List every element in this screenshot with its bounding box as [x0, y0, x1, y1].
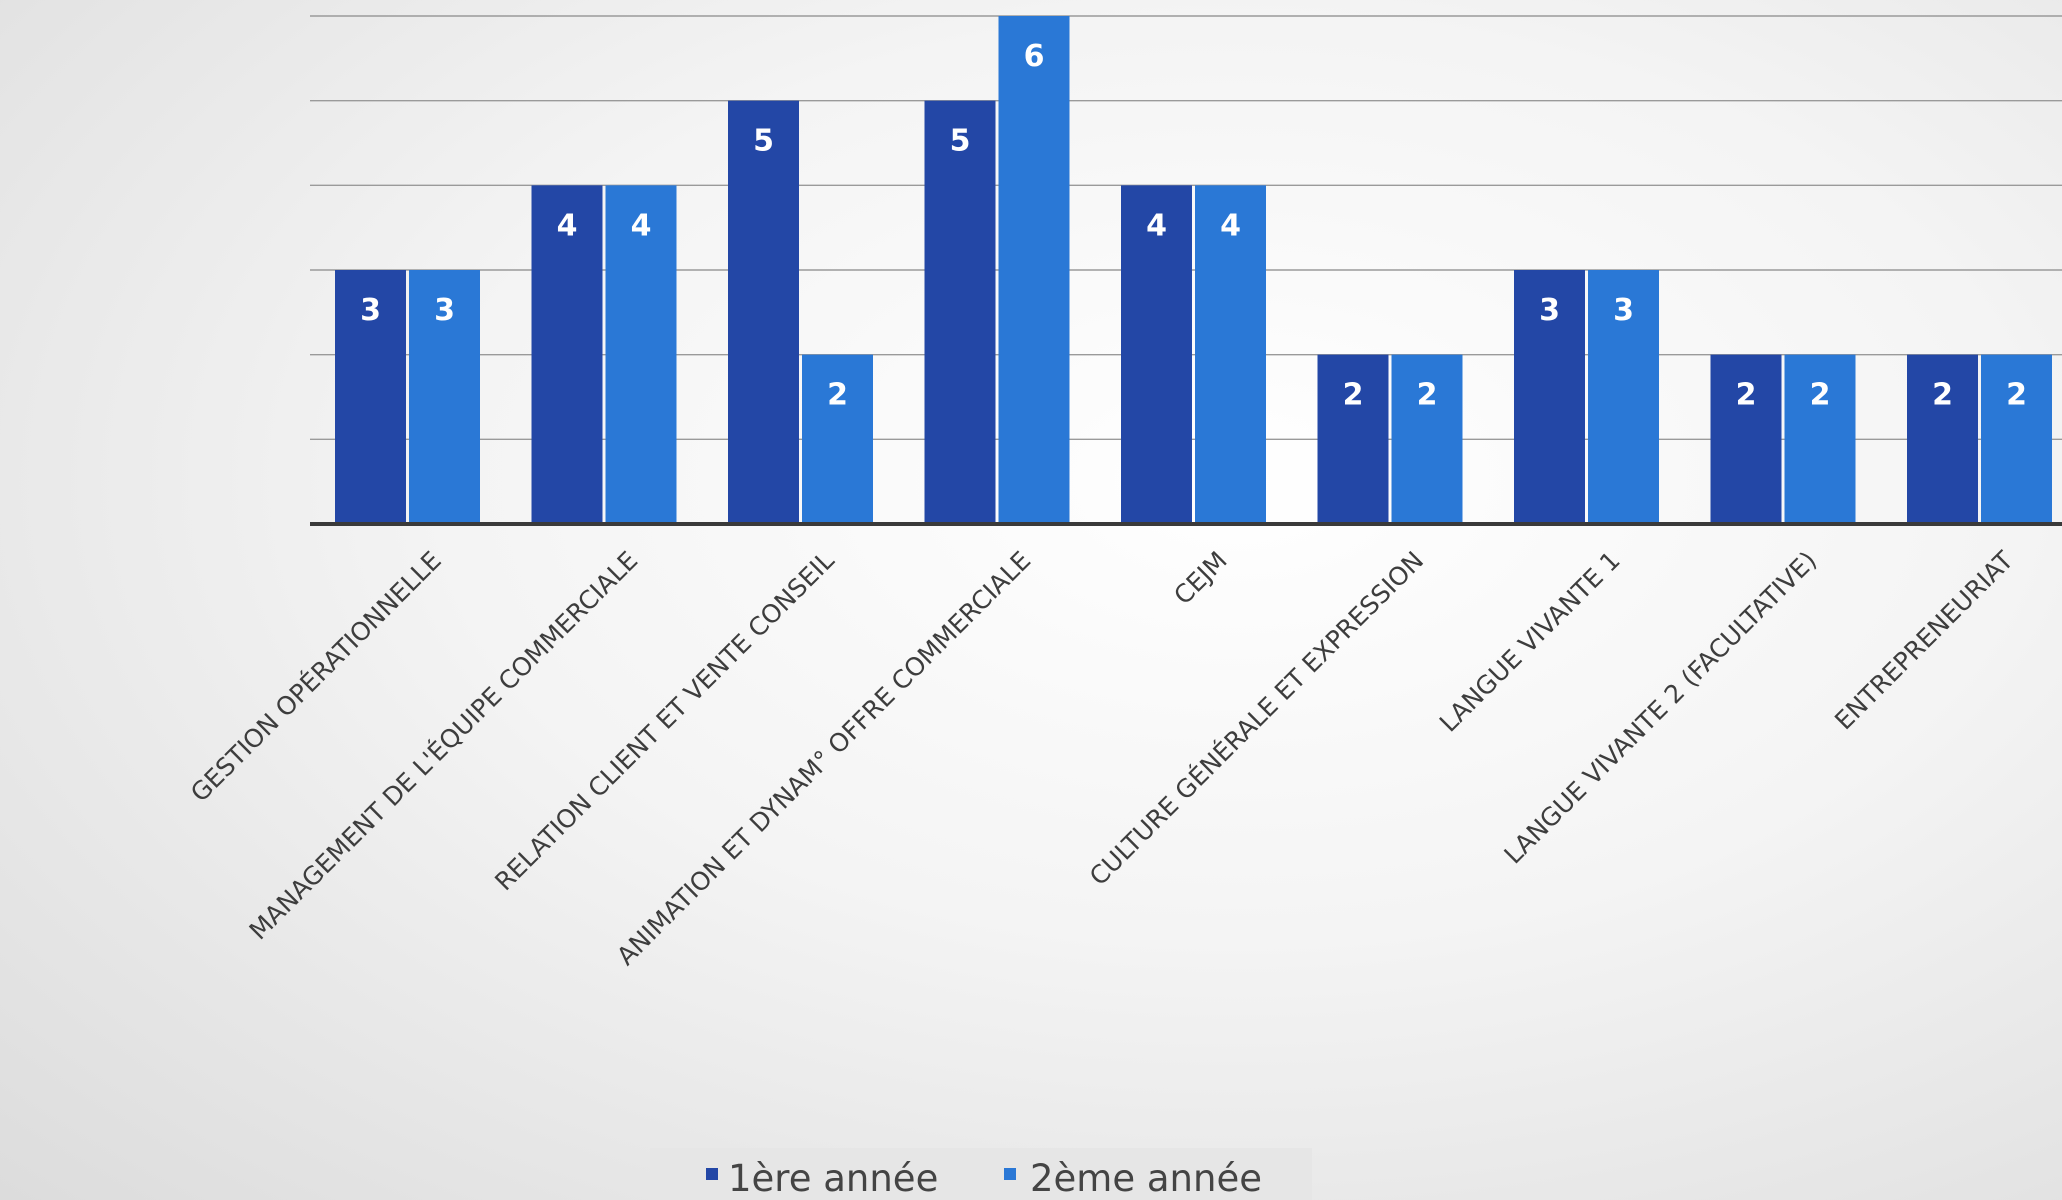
data-label-gestion-operationnelle-series-1: 3 — [360, 293, 381, 328]
bar-culture-generale-et-expression-series-2 — [1391, 354, 1463, 524]
bar-relation-client-et-vente-conseil-series-1 — [728, 100, 799, 525]
category-label-langue-vivante-2-facultative: LANGUE VIVANTE 2 (FACULTATIVE) — [1498, 546, 1822, 870]
data-label-langue-vivante-1-series-2: 3 — [1613, 293, 1634, 328]
data-label-langue-vivante-2-facultative-series-2: 2 — [1810, 378, 1831, 413]
category-label-culture-generale-et-expression: CULTURE GÉNÉRALE ET EXPRESSION — [1084, 546, 1429, 891]
bar-entrepreneuriat-series-2 — [1981, 354, 2052, 524]
bar-langue-vivante-1-series-2 — [1588, 270, 1659, 524]
data-label-gestion-operationnelle-series-2: 3 — [434, 293, 455, 328]
data-label-langue-vivante-2-facultative-series-1: 2 — [1736, 378, 1757, 413]
data-label-management-de-l-equipe-commerciale-series-2: 4 — [631, 208, 652, 243]
data-label-management-de-l-equipe-commerciale-series-1: 4 — [557, 208, 578, 243]
legend-swatch-1ere-annee — [706, 1168, 718, 1180]
bar-culture-generale-et-expression-series-1 — [1317, 354, 1389, 524]
data-label-animation-et-dynam-offre-commerciale-series-2: 6 — [1024, 39, 1045, 74]
bar-gestion-operationnelle-series-2 — [409, 270, 480, 524]
data-labels: 3 3 4 4 5 2 5 6 4 4 2 2 3 3 2 2 2 2 — [360, 39, 2027, 413]
data-label-culture-generale-et-expression-series-2: 2 — [1417, 378, 1438, 413]
category-label-management-de-l-equipe-commerciale: MANAGEMENT DE L'ÉQUIPE COMMERCIALE — [244, 546, 644, 946]
data-label-entrepreneuriat-series-2: 2 — [2006, 378, 2027, 413]
bar-animation-et-dynam-offre-commerciale-series-1 — [924, 100, 996, 525]
bar-management-de-l-equipe-commerciale-series-1 — [531, 185, 603, 525]
bar-gestion-operationnelle-series-1 — [335, 270, 406, 524]
bar-langue-vivante-2-facultative-series-2 — [1784, 354, 1856, 524]
data-label-animation-et-dynam-offre-commerciale-series-1: 5 — [950, 124, 971, 159]
category-label-langue-vivante-1: LANGUE VIVANTE 1 — [1434, 546, 1626, 738]
data-label-entrepreneuriat-series-1: 2 — [1932, 378, 1953, 413]
bar-management-de-l-equipe-commerciale-series-2 — [605, 185, 677, 525]
bar-cejm-series-1 — [1121, 185, 1192, 525]
bar-langue-vivante-2-facultative-series-1 — [1710, 354, 1782, 524]
category-label-relation-client-et-vente-conseil: RELATION CLIENT ET VENTE CONSEIL — [489, 546, 840, 897]
data-label-langue-vivante-1-series-1: 3 — [1539, 293, 1560, 328]
category-label-cejm: CEJM — [1168, 546, 1232, 610]
data-label-cejm-series-1: 4 — [1146, 208, 1167, 243]
legend-label-1ere-annee: 1ère année — [728, 1157, 938, 1200]
bar-cejm-series-2 — [1195, 185, 1266, 525]
legend: 1ère année 2ème année — [650, 1148, 1312, 1200]
bar-relation-client-et-vente-conseil-series-2 — [802, 354, 873, 524]
bar-langue-vivante-1-series-1 — [1514, 270, 1585, 524]
category-label-entrepreneuriat: ENTREPRENEURIAT — [1829, 545, 2019, 735]
data-label-culture-generale-et-expression-series-1: 2 — [1343, 378, 1364, 413]
data-label-relation-client-et-vente-conseil-series-1: 5 — [753, 124, 774, 159]
data-label-cejm-series-2: 4 — [1220, 208, 1241, 243]
data-label-relation-client-et-vente-conseil-series-2: 2 — [827, 378, 848, 413]
legend-background — [650, 1148, 1312, 1200]
bar-animation-et-dynam-offre-commerciale-series-2 — [998, 16, 1070, 524]
bars — [335, 16, 2052, 525]
legend-label-2eme-annee: 2ème année — [1030, 1157, 1262, 1200]
legend-swatch-2eme-annee — [1004, 1168, 1016, 1180]
bar-entrepreneuriat-series-1 — [1907, 354, 1978, 524]
category-label-animation-et-dynam-offre-commerciale: ANIMATION ET DYNAM° OFFRE COMMERCIALE — [611, 546, 1036, 971]
